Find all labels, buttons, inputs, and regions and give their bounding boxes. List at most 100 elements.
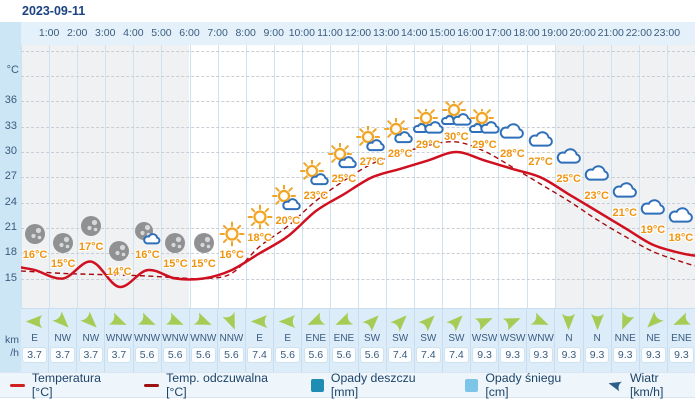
- temp-value-label: 23°C: [303, 190, 329, 203]
- wind-speed-value: 7.4: [247, 347, 272, 363]
- wind-direction-label: ENE: [305, 333, 327, 344]
- wind-cell: NW 3.7: [49, 309, 78, 372]
- night-shading: [610, 45, 639, 308]
- wind-cell: WSW 9.3: [471, 309, 500, 372]
- temp-value-label: 25°C: [331, 173, 357, 186]
- weather-icon-moon: [81, 215, 102, 236]
- legend-square-swatch: [311, 378, 324, 392]
- horizontal-gridline: [21, 76, 695, 78]
- wind-speed-value: 9.3: [528, 347, 554, 363]
- wind-direction-arrow-icon: [389, 315, 407, 332]
- hour-axis: 1:00 2:00 3:00 4:00 5:00 6:00 7:00 8:00 9:00 10:0…: [21, 22, 695, 45]
- hour-tick-label: 4:00: [123, 27, 144, 39]
- legend-line-swatch: [10, 383, 25, 387]
- y-tick-label: 18: [4, 246, 17, 259]
- wind-direction-arrow-icon: [502, 318, 521, 331]
- legend-label: Opady śniegu [cm]: [485, 371, 562, 399]
- wind-direction-arrow-icon: [531, 312, 549, 325]
- vertical-gridline: [666, 45, 668, 308]
- wind-cell: E 3.7: [21, 309, 50, 372]
- wind-direction-label: E: [256, 333, 263, 344]
- legend-item: Opady śniegu [cm]: [465, 371, 587, 399]
- title-bar: 2023-09-11: [0, 0, 695, 22]
- wind-direction-label: ENE: [333, 333, 355, 344]
- hour-tick-label: 10:00: [288, 27, 315, 39]
- legend-item: Opady deszczu [mm]: [311, 371, 445, 399]
- weather-icon-moon: [109, 240, 130, 261]
- horizontal-gridline: [21, 126, 695, 128]
- temperature-curves: [21, 140, 695, 289]
- weather-icon-sun-cloud: [384, 117, 413, 143]
- legend-item: Temp. odczuwalna [°C]: [144, 371, 291, 399]
- wind-speed-value: 5.6: [219, 347, 244, 363]
- wind-speed-value: 5.6: [134, 347, 160, 363]
- wind-speed-value: 9.3: [500, 347, 525, 363]
- wind-speed-value: 5.6: [162, 347, 188, 363]
- weather-icon-cloud: [668, 207, 693, 223]
- y-tick-label: 36: [4, 94, 17, 107]
- night-shading: [21, 45, 50, 308]
- wind-cell: WNW 5.6: [162, 309, 190, 372]
- vertical-gridline: [189, 45, 191, 308]
- temp-value-label: 16°C: [22, 249, 48, 262]
- wind-direction-arrow-icon: [25, 314, 43, 329]
- wind-direction-label: N: [593, 333, 601, 344]
- date-label: 2023-09-11: [22, 4, 86, 18]
- temp-value-label: 21°C: [612, 206, 638, 219]
- wind-speed-value: 7.4: [416, 347, 441, 363]
- y-tick-label: 24: [4, 195, 17, 208]
- temp-value-label: 18°C: [247, 232, 272, 245]
- vertical-gridline: [245, 45, 247, 308]
- wind-direction-arrow-icon: [222, 311, 235, 330]
- left-axis-strip: [0, 22, 21, 372]
- y-tick-label: 21: [4, 220, 17, 233]
- wind-direction-arrow-icon: [418, 315, 435, 332]
- weather-icon-cloud: [556, 148, 581, 164]
- wind-direction-arrow-icon: [307, 312, 326, 325]
- y-axis-unit-label: °C: [6, 64, 19, 76]
- legend-item: Temperatura [°C]: [10, 371, 124, 399]
- temp-value-label: 15°C: [191, 257, 216, 270]
- wind-cell: E 5.6: [274, 309, 303, 372]
- weather-icon-sun-cloud: [356, 126, 385, 152]
- wind-speed-value: 7.4: [387, 347, 413, 363]
- wind-speed-value: 5.6: [275, 347, 300, 363]
- wind-direction-arrow-icon: [474, 318, 493, 331]
- horizontal-gridline: [21, 177, 695, 179]
- wind-direction-arrow-icon: [647, 311, 664, 328]
- wind-direction-label: E: [31, 333, 38, 344]
- y-tick-label: 33: [4, 119, 17, 132]
- wind-direction-label: WNW: [162, 333, 189, 344]
- wind-speed-value: 7.4: [444, 347, 469, 363]
- vertical-gridline: [105, 45, 107, 308]
- wind-cell: NE 9.3: [640, 309, 668, 372]
- vertical-gridline: [77, 45, 79, 308]
- vertical-gridline: [133, 45, 135, 308]
- night-shading: [638, 45, 667, 308]
- weather-icon-sun-clouds: [441, 101, 472, 126]
- vertical-gridline: [638, 45, 640, 308]
- hour-tick-label: 12:00: [344, 27, 372, 39]
- weather-icon-sun: [219, 221, 245, 247]
- temp-value-label: 15°C: [50, 257, 76, 270]
- wind-speed-value: 9.3: [669, 347, 694, 363]
- wind-direction-label: WNW: [134, 333, 161, 344]
- hour-tick-label: 21:00: [597, 27, 624, 39]
- wind-speed-value: 3.7: [78, 347, 104, 363]
- vertical-gridline: [217, 45, 219, 308]
- weather-icon-sun-cloud: [299, 160, 329, 186]
- horizontal-gridline: [21, 101, 695, 103]
- temp-value-label: 15°C: [163, 257, 188, 270]
- weather-icon-sun-cloud: [271, 185, 301, 211]
- wind-direction-label: NE: [646, 333, 661, 344]
- weather-icon-moon-cloud: [135, 222, 161, 245]
- temp-value-label: 25°C: [556, 173, 581, 186]
- weather-icon-sun: [247, 204, 273, 230]
- legend-label: Wiatr [km/h]: [629, 371, 664, 399]
- wind-speed-value: 3.7: [22, 347, 47, 363]
- hour-tick-label: 9:00: [263, 27, 284, 39]
- wind-cell: NNE 9.3: [612, 309, 640, 372]
- night-shading: [105, 45, 134, 308]
- temp-value-label: 18°C: [668, 232, 694, 245]
